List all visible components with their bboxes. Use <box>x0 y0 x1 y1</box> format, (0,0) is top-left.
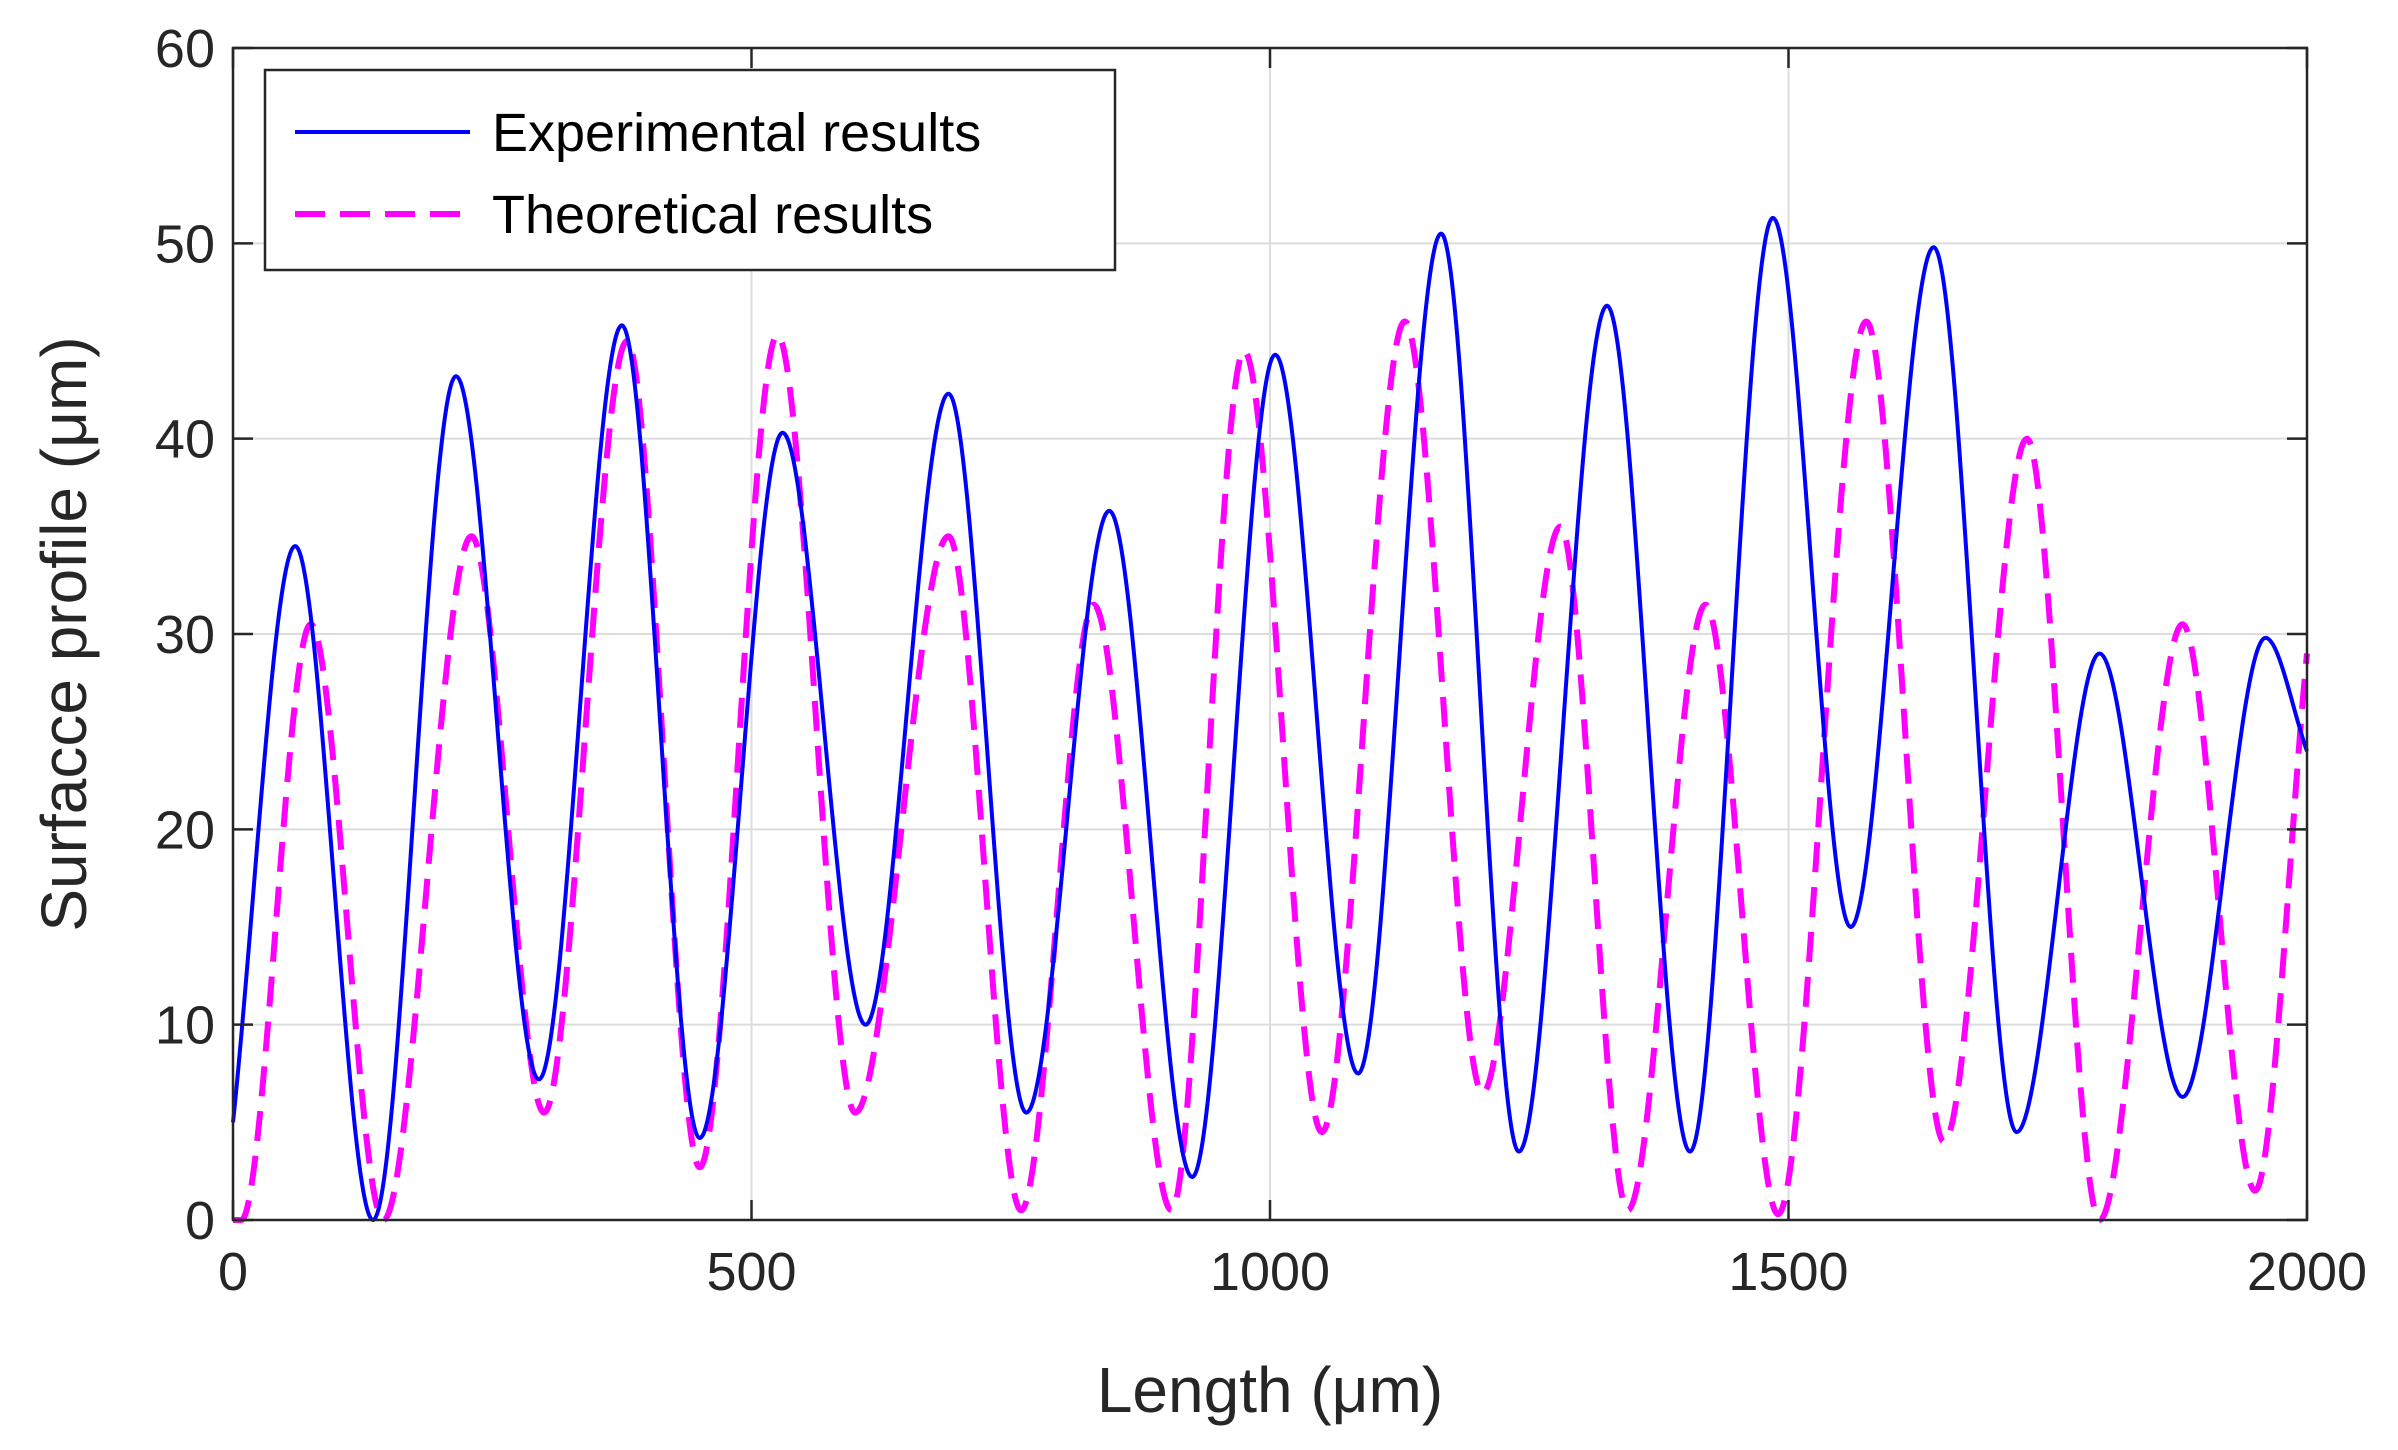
y-tick-label: 40 <box>155 410 215 470</box>
axis-ticks <box>231 46 2309 1222</box>
series-line-experimental <box>231 215 2309 1222</box>
y-tick-label: 60 <box>155 19 215 79</box>
grid-lines <box>232 47 2308 1221</box>
legend-label-experimental: Experimental results <box>492 103 981 163</box>
y-tick-label: 50 <box>155 214 215 274</box>
series-line-theoretical <box>233 318 2310 1223</box>
x-axis-title: Length (μm) <box>1097 1354 1443 1426</box>
x-tick-label: 1500 <box>1728 1242 1848 1302</box>
x-tick-label: 1000 <box>1210 1242 1330 1302</box>
y-tick-labels: 0 10 20 30 40 50 60 <box>155 19 215 1251</box>
y-tick-label: 10 <box>155 996 215 1056</box>
legend-box <box>263 68 1117 272</box>
y-tick-label: 20 <box>155 800 215 860</box>
x-tick-label: 500 <box>706 1242 796 1302</box>
y-axis-title: Surfacce profile (μm) <box>28 336 100 931</box>
legend: Experimental results Theoretical results <box>263 68 1117 272</box>
legend-label-theoretical: Theoretical results <box>492 185 933 245</box>
series-layer <box>231 215 2310 1223</box>
x-tick-labels: 0 500 1000 1500 2000 <box>218 1242 2367 1302</box>
x-tick-label: 2000 <box>2247 1242 2367 1302</box>
y-tick-label: 0 <box>185 1191 215 1251</box>
x-tick-label: 0 <box>218 1242 248 1302</box>
y-tick-label: 30 <box>155 605 215 665</box>
